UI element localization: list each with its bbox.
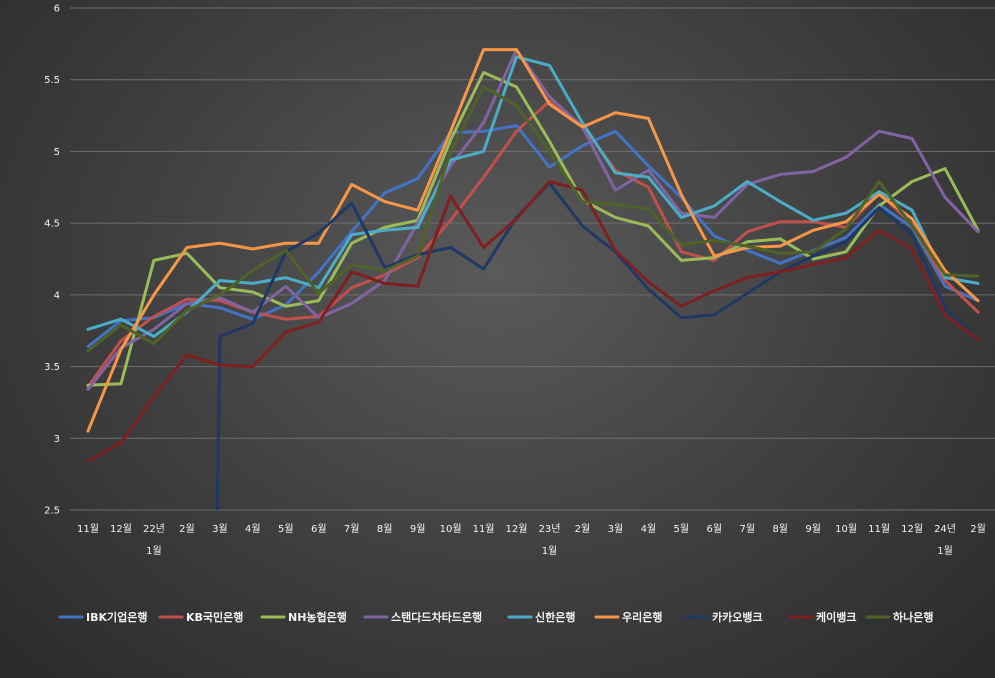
x-tick-label: 5월 (674, 523, 690, 535)
legend-label-3: 스탠다드차타드은행 (391, 610, 482, 624)
x-tick-label: 2월 (970, 523, 986, 535)
legend-label-8: 하나은행 (893, 610, 933, 624)
x-tick-label: 6월 (311, 523, 327, 535)
legend-label-2: NH농협은행 (288, 610, 347, 624)
gridlines (70, 7, 995, 511)
y-tick-label: 3 (54, 434, 60, 445)
legend: IBK기업은행 KB국민은행 NH농협은행 스탠다드차타드은행 신한은행 우리은행 카카오뱅… (58, 610, 933, 624)
x-tick-label: 2월 (575, 523, 591, 535)
x-tick-label: 10월 (440, 523, 462, 535)
x-tick-label: 7월 (739, 523, 755, 535)
x-tick-label: 6월 (707, 523, 723, 535)
x-tick-label: 23년 (539, 523, 561, 535)
x-tick-label: 12월 (110, 523, 132, 535)
x-tick-label: 12월 (506, 523, 528, 535)
series-lines (86, 48, 980, 510)
y-tick-label: 4 (54, 290, 60, 301)
x-tick-label: 12월 (901, 523, 923, 535)
legend-label-1: KB국민은행 (186, 610, 243, 624)
x-tick-label: 9월 (805, 523, 821, 535)
series-line-5 (86, 48, 980, 433)
y-tick-label: 3.5 (44, 362, 60, 373)
x-tick-label: 5월 (278, 523, 294, 535)
legend-label-7: 케이뱅크 (816, 610, 856, 624)
y-tick-label: 5.5 (44, 75, 60, 86)
x-tick-label: 3월 (212, 523, 228, 535)
x-tick-label: 10월 (835, 523, 857, 535)
series-line-6 (215, 181, 980, 510)
x-axis: 11월 12월 22년 1월 2월 3월 4월 5월 6월 7월 8월 9월 10월 11월 12월 23년 1… (77, 523, 986, 557)
x-tick-label: 11월 (77, 523, 99, 535)
x-tick-label: 22년 (143, 523, 165, 535)
y-tick-label: 4.5 (44, 219, 60, 230)
series-line-8 (86, 85, 980, 353)
y-tick-label: 5 (54, 147, 60, 158)
x-tick-label: 4월 (245, 523, 261, 535)
x-tick-label: 7월 (344, 523, 360, 535)
legend-label-6: 카카오뱅크 (712, 610, 763, 624)
legend-label-4: 신한은행 (535, 610, 575, 624)
x-tick-label: 3월 (608, 523, 624, 535)
series-line-0 (86, 124, 980, 348)
series-line-3 (86, 48, 980, 391)
x-tick-label-second-line: 1월 (937, 545, 953, 557)
y-tick-label: 6 (54, 4, 60, 15)
x-tick-label: 8월 (772, 523, 788, 535)
x-tick-label: 11월 (868, 523, 890, 535)
x-tick-label: 2월 (179, 523, 195, 535)
x-tick-label-second-line: 1월 (542, 545, 558, 557)
series-line-7 (86, 180, 980, 463)
series-line-2 (86, 71, 980, 387)
x-tick-label-second-line: 1월 (146, 545, 162, 557)
y-tick-label: 2.5 (44, 506, 60, 517)
legend-label-0: IBK기업은행 (86, 610, 147, 624)
x-tick-label: 9월 (410, 523, 426, 535)
x-tick-label: 8월 (377, 523, 393, 535)
legend-label-5: 우리은행 (622, 610, 662, 624)
x-tick-label: 4월 (641, 523, 657, 535)
y-axis: 2.5 3 3.5 4 4.5 5 5.5 6 (44, 4, 60, 517)
x-tick-label: 11월 (473, 523, 495, 535)
x-tick-label: 24년 (934, 523, 956, 535)
